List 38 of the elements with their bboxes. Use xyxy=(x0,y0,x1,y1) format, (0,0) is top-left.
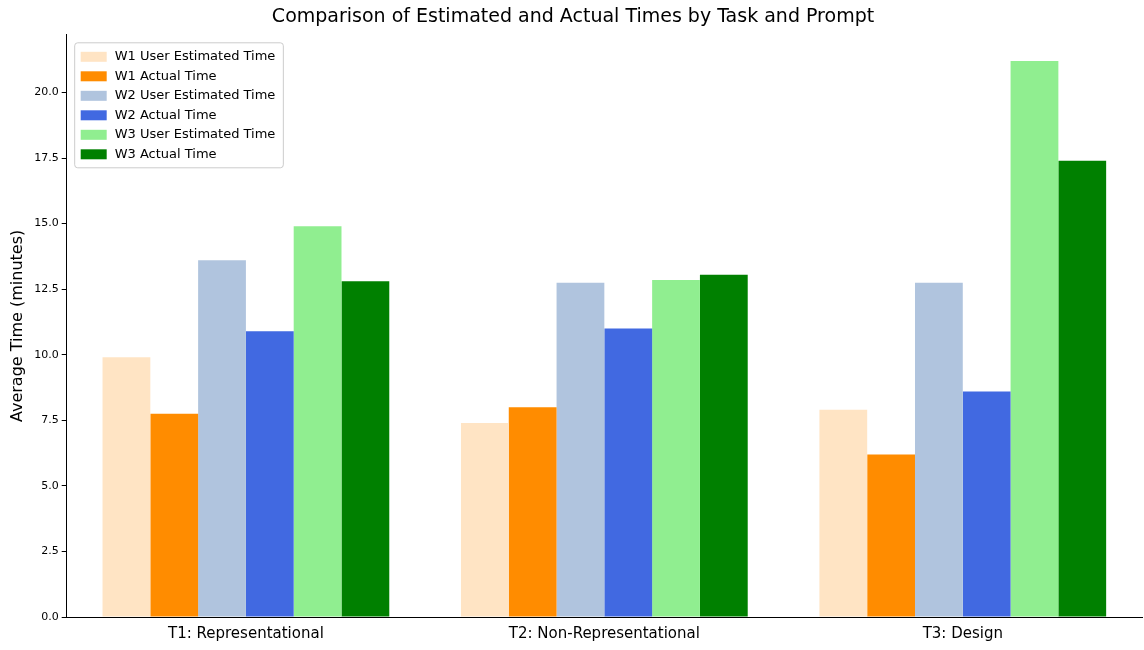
legend-label: W1 Actual Time xyxy=(114,67,217,83)
bar xyxy=(1010,61,1059,617)
x-tick-label: T2: Non-Representational xyxy=(507,623,700,642)
bar xyxy=(819,409,868,617)
y-tick-label: 10.0 xyxy=(34,347,59,361)
bar xyxy=(198,260,246,617)
legend-label: W1 User Estimated Time xyxy=(114,48,276,64)
bar xyxy=(556,282,605,617)
legend-label: W2 User Estimated Time xyxy=(114,87,276,103)
y-tick-label: 20.0 xyxy=(34,85,59,99)
chart-title: Comparison of Estimated and Actual Times by Task and Prompt xyxy=(271,4,875,27)
bar xyxy=(867,454,915,617)
bar xyxy=(293,226,342,617)
bar xyxy=(652,280,700,617)
y-tick-label: 5.0 xyxy=(41,478,59,492)
bar xyxy=(604,328,653,617)
bar xyxy=(245,331,294,617)
y-tick-label: 0.0 xyxy=(41,609,59,623)
bar xyxy=(341,281,390,617)
bar xyxy=(914,282,963,617)
y-axis-title: Average Time (minutes) xyxy=(6,229,26,423)
y-tick-label: 2.5 xyxy=(41,544,59,558)
legend-label: W3 User Estimated Time xyxy=(114,126,276,142)
y-tick-label: 17.5 xyxy=(34,150,59,164)
legend-label: W2 Actual Time xyxy=(114,106,217,122)
y-tick-label: 15.0 xyxy=(34,216,59,230)
legend-label: W3 Actual Time xyxy=(114,145,217,161)
bar xyxy=(508,407,557,617)
y-tick-label: 12.5 xyxy=(34,282,59,296)
bar xyxy=(150,413,199,617)
y-tick-label: 7.5 xyxy=(41,413,59,427)
bar xyxy=(962,391,1011,617)
bar xyxy=(460,422,509,617)
bar xyxy=(102,357,151,617)
bar xyxy=(1058,160,1107,617)
bar xyxy=(699,274,748,617)
x-tick-label: T3: Design xyxy=(921,623,1003,642)
x-tick-label: T1: Representational xyxy=(167,623,324,642)
